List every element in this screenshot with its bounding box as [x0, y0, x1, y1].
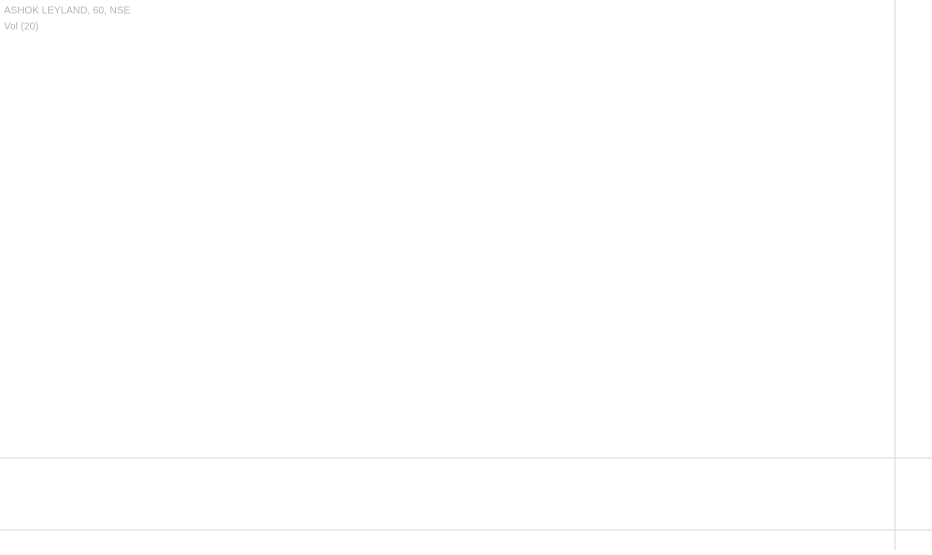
volume-label: Vol (20) — [4, 22, 38, 33]
symbol-title: ASHOK LEYLAND, 60, NSE — [4, 6, 130, 17]
